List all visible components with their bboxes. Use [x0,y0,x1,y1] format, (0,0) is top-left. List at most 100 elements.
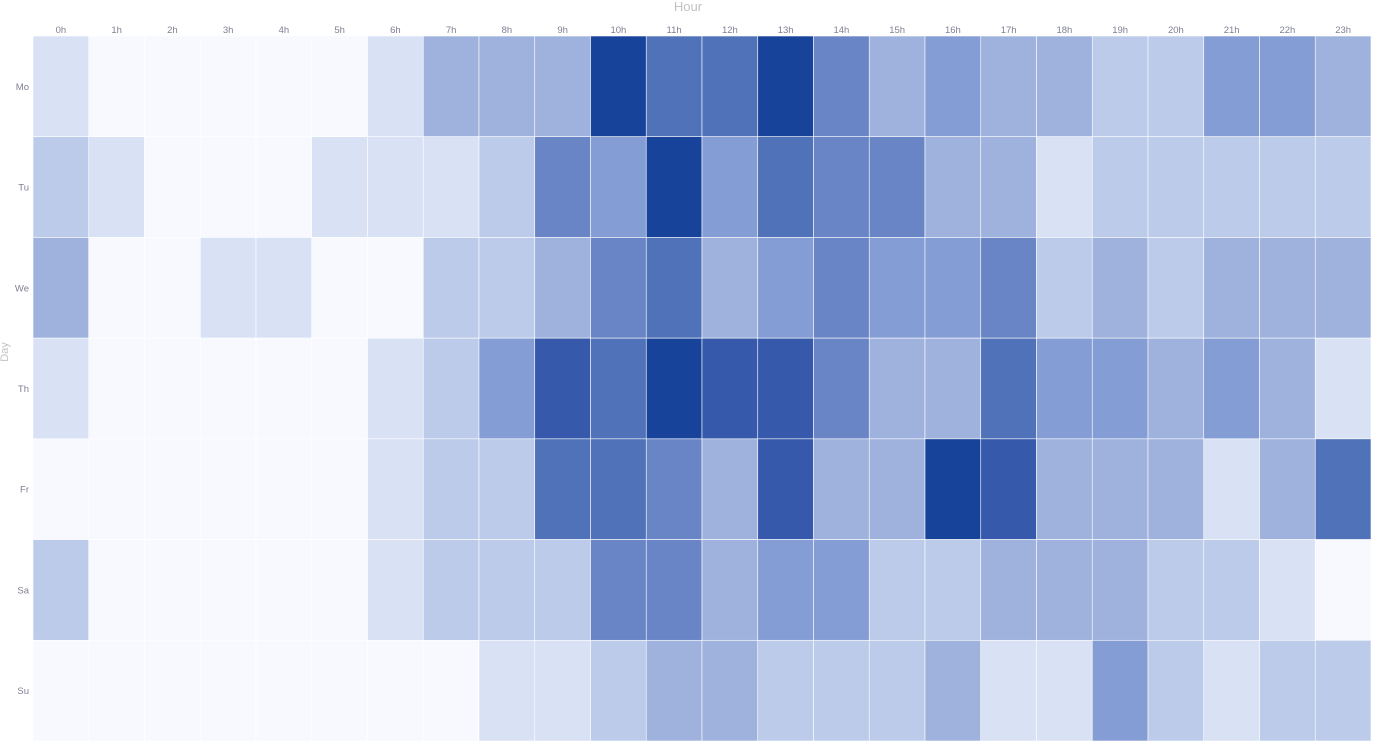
heatmap-cell-we-9h [534,237,591,339]
heatmap-cell-fr-9h [534,438,591,540]
heatmap-cell-we-21h [1203,237,1260,339]
heatmap-cell-we-12h [701,237,759,339]
heatmap-cell-su-9h [534,639,591,742]
heatmap-cell-tu-3h [199,136,257,238]
heatmap-cell-su-14h [813,639,870,742]
heatmap-cell-su-23h [1314,639,1372,742]
heatmap-cell-fr-17h [980,438,1037,540]
heatmap-cell-th-22h [1259,337,1316,440]
heatmap-cell-su-5h [311,639,368,742]
heatmap-cell-mo-18h [1036,35,1093,138]
x-axis-ticks: 0h 1h 2h 3h 4h 5h 6h 7h 8h 9h 10h 11h 12h 13h 14h 15h 16… [56,25,1351,36]
x-tick-label: 5h [334,25,345,36]
heatmap-cell-mo-22h [1259,35,1316,138]
x-tick-label: 21h [1224,25,1240,36]
heatmap-cell-sa-21h [1203,539,1260,641]
heatmap-cell-fr-21h [1203,438,1260,540]
heatmap-cell-mo-20h [1147,35,1205,138]
x-tick-label: 10h [610,25,626,36]
x-tick-label: 23h [1335,25,1351,36]
heatmap-cell-th-8h [478,337,536,440]
heatmap-cell-tu-1h [88,136,145,238]
heatmap-cell-th-11h [645,337,703,440]
x-tick-label: 18h [1056,25,1072,36]
heatmap-cell-th-12h [701,337,759,440]
heatmap-cell-su-2h [144,639,201,742]
heatmap-cell-th-5h [311,337,368,440]
heatmap-cell-tu-18h [1036,136,1093,238]
heatmap-cell-mo-11h [645,35,703,138]
x-tick-label: 9h [557,25,568,36]
heatmap-cell-th-7h [422,337,480,440]
heatmap-cell-su-17h [980,639,1037,742]
x-tick-label: 2h [167,25,178,36]
heatmap-cell-mo-17h [980,35,1037,138]
x-tick-label: 22h [1279,25,1295,36]
heatmap-cell-mo-1h [88,35,145,138]
heatmap-cell-fr-11h [645,438,703,540]
x-tick-label: 12h [722,25,738,36]
heatmap-cell-mo-14h [813,35,870,138]
heatmap-cell-tu-4h [255,136,313,238]
x-tick-label: 3h [223,25,234,36]
heatmap-cell-th-20h [1147,337,1205,440]
x-tick-label: 1h [111,25,122,36]
heatmap-cell-fr-22h [1259,438,1316,540]
heatmap-cell-sa-3h [199,539,257,641]
x-tick-label: 15h [889,25,905,36]
heatmap-cell-su-18h [1036,639,1093,742]
heatmap-cell-sa-1h [88,539,145,641]
heatmap-cell-th-6h [367,337,424,440]
heatmap-cell-th-9h [534,337,591,440]
heatmap-cell-mo-8h [478,35,536,138]
heatmap-cell-th-21h [1203,337,1260,440]
heatmap-cells [32,35,1372,742]
x-axis-title: Hour [674,0,703,14]
heatmap-cell-we-10h [590,237,647,339]
heatmap-cell-fr-7h [422,438,480,540]
x-tick-label: 6h [390,25,401,36]
heatmap-cell-tu-8h [478,136,536,238]
heatmap-cell-th-2h [144,337,201,440]
heatmap-cell-tu-13h [757,136,814,238]
y-tick-label: Th [18,384,29,395]
heatmap-cell-su-10h [590,639,647,742]
heatmap-cell-tu-12h [701,136,759,238]
heatmap-cell-we-14h [813,237,870,339]
heatmap-cell-fr-23h [1314,438,1372,540]
heatmap-cell-fr-13h [757,438,814,540]
x-tick-label: 16h [945,25,961,36]
heatmap-cell-we-2h [144,237,201,339]
y-tick-label: We [15,283,29,294]
heatmap-cell-sa-23h [1314,539,1372,641]
y-axis-title: Day [0,342,11,362]
heatmap-cell-mo-16h [924,35,982,138]
heatmap-cell-we-16h [924,237,982,339]
x-tick-label: 14h [833,25,849,36]
heatmap-cell-tu-23h [1314,136,1372,238]
heatmap-cell-we-18h [1036,237,1093,339]
x-tick-label: 20h [1168,25,1184,36]
heatmap-cell-tu-22h [1259,136,1316,238]
heatmap-cell-tu-6h [367,136,424,238]
heatmap-cell-su-13h [757,639,814,742]
heatmap-cell-tu-21h [1203,136,1260,238]
heatmap-cell-we-4h [255,237,313,339]
heatmap-cell-sa-8h [478,539,536,641]
y-tick-label: Tu [18,183,29,194]
heatmap-cell-su-20h [1147,639,1205,742]
heatmap-cell-we-17h [980,237,1037,339]
heatmap-cell-su-3h [199,639,257,742]
heatmap-cell-th-18h [1036,337,1093,440]
heatmap-cell-tu-20h [1147,136,1205,238]
heatmap-cell-fr-1h [88,438,145,540]
x-tick-label: 19h [1112,25,1128,36]
heatmap-cell-th-23h [1314,337,1372,440]
heatmap-cell-su-16h [924,639,982,742]
y-tick-label: Mo [16,82,29,93]
heatmap-cell-tu-19h [1091,136,1149,238]
heatmap-cell-sa-6h [367,539,424,641]
heatmap-cell-we-6h [367,237,424,339]
heatmap-cell-mo-23h [1314,35,1372,138]
